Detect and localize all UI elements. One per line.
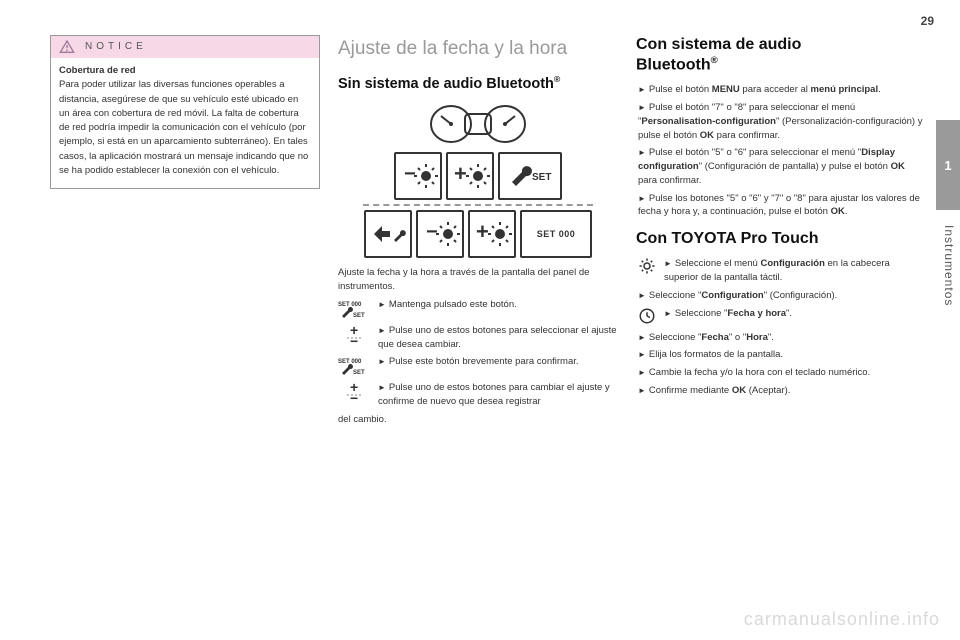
pt-step-4: Seleccione "Fecha" o "Hora".: [636, 331, 926, 345]
pt-step-3: Seleccione "Fecha y hora".: [636, 307, 926, 325]
bluetooth-heading: Con sistema de audio Bluetooth®: [636, 35, 926, 75]
gauge-cluster-icon: [423, 102, 533, 146]
pt-step-6: Cambie la fecha y/o la hora con el tecla…: [636, 366, 926, 380]
plus-minus-icon: +−: [338, 324, 372, 346]
set-000-button: SET 000: [520, 210, 592, 258]
notice-body: Cobertura de red Para poder utilizar las…: [51, 58, 319, 188]
column-right: Con sistema de audio Bluetooth® Pulse el…: [636, 35, 926, 431]
notice-heading: Cobertura de red: [59, 64, 311, 78]
bt-step-3: Pulse el botón "5" o "6" para selecciona…: [636, 146, 926, 187]
brightness-up-button: +: [446, 152, 494, 200]
page-body: NOTICE Cobertura de red Para poder utili…: [0, 0, 960, 451]
registered-mark-2: ®: [711, 55, 718, 66]
svg-text:+: +: [454, 161, 467, 186]
intro-paragraph: Ajuste la fecha y la hora a través de la…: [338, 266, 618, 294]
svg-text:+: +: [476, 219, 489, 244]
plus-minus-icon-2: +−: [338, 381, 372, 403]
warning-triangle-icon: [59, 39, 75, 55]
bt-step-2: Pulse el botón "7" o "8" para selecciona…: [636, 101, 926, 142]
step-1: SET 000SET Mantenga pulsado este botón.: [338, 298, 618, 320]
set-wrench-button: SET: [498, 152, 562, 200]
pt-step-1-text: Seleccione el menú Configuración en la c…: [664, 257, 926, 285]
brightness-up-button-2: +: [468, 210, 516, 258]
pt-step-5: Elija los formatos de la pantalla.: [636, 348, 926, 362]
step-3-text: Pulse este botón brevemente para confirm…: [378, 355, 618, 369]
notice-header: NOTICE: [51, 36, 319, 58]
svg-text:SET: SET: [353, 370, 365, 376]
set-000-wrench-icon-2: SET 000SET: [338, 355, 372, 377]
diagram-divider: [363, 204, 593, 206]
clock-icon: [636, 307, 658, 325]
pt-step-2: Seleccione "Configuration" (Configuració…: [636, 289, 926, 303]
set-000-wrench-icon: SET 000SET: [338, 298, 372, 320]
column-middle: Ajuste de la fecha y la hora Sin sistema…: [338, 35, 618, 431]
pt-step-1: Seleccione el menú Configuración en la c…: [636, 257, 926, 285]
step-4-tail: del cambio.: [338, 413, 618, 427]
pt-step-3-text: Seleccione "Fecha y hora".: [664, 307, 792, 325]
brightness-down-button: −: [394, 152, 442, 200]
column-left: NOTICE Cobertura de red Para poder utili…: [50, 35, 320, 431]
step-4: +− Pulse uno de estos botones para cambi…: [338, 381, 618, 409]
diagram-row-2: − + SET 000: [363, 210, 593, 258]
set-000-label: SET 000: [537, 228, 576, 241]
watermark: carmanualsonline.info: [744, 609, 940, 630]
bt-step-1: Pulse el botón MENU para acceder al menú…: [636, 83, 926, 97]
registered-mark: ®: [554, 74, 560, 84]
svg-text:SET: SET: [532, 172, 551, 183]
notice-title: NOTICE: [85, 40, 147, 55]
gear-icon: [636, 257, 658, 275]
side-chapter-tab: 1: [936, 120, 960, 210]
svg-text:−: −: [404, 163, 416, 185]
brightness-down-button-2: −: [416, 210, 464, 258]
bluetooth-heading-line2: Bluetooth: [636, 56, 711, 73]
protouch-heading: Con TOYOTA Pro Touch: [636, 229, 926, 249]
step-2: +− Pulse uno de estos botones para selec…: [338, 324, 618, 352]
pt-step-7: Confirme mediante OK (Aceptar).: [636, 384, 926, 398]
step-2-text: Pulse uno de estos botones para seleccio…: [378, 324, 618, 352]
bluetooth-heading-line1: Con sistema de audio: [636, 36, 801, 53]
step-3: SET 000SET Pulse este botón brevemente p…: [338, 355, 618, 377]
back-wrench-button: [364, 210, 412, 258]
diagram-row-1: − + SET: [363, 152, 593, 200]
side-chapter-label: Instrumentos: [942, 225, 956, 306]
svg-text:−: −: [426, 221, 438, 243]
step-4-text: Pulse uno de estos botones para cambiar …: [378, 381, 618, 409]
step-1-text: Mantenga pulsado este botón.: [378, 298, 618, 312]
notice-box: NOTICE Cobertura de red Para poder utili…: [50, 35, 320, 189]
bt-step-4: Pulse los botones "5" o "6" y "7" o "8" …: [636, 192, 926, 220]
page-number: 29: [921, 14, 934, 28]
button-diagram: − + SET − +: [363, 102, 593, 258]
svg-text:−: −: [350, 333, 358, 346]
subsection-title-text: Sin sistema de audio Bluetooth: [338, 75, 554, 91]
subsection-title: Sin sistema de audio Bluetooth®: [338, 73, 618, 95]
notice-text: Para poder utilizar las diversas funcion…: [59, 78, 311, 178]
svg-text:−: −: [350, 390, 358, 403]
svg-text:SET: SET: [353, 313, 365, 319]
section-title: Ajuste de la fecha y la hora: [338, 35, 618, 63]
